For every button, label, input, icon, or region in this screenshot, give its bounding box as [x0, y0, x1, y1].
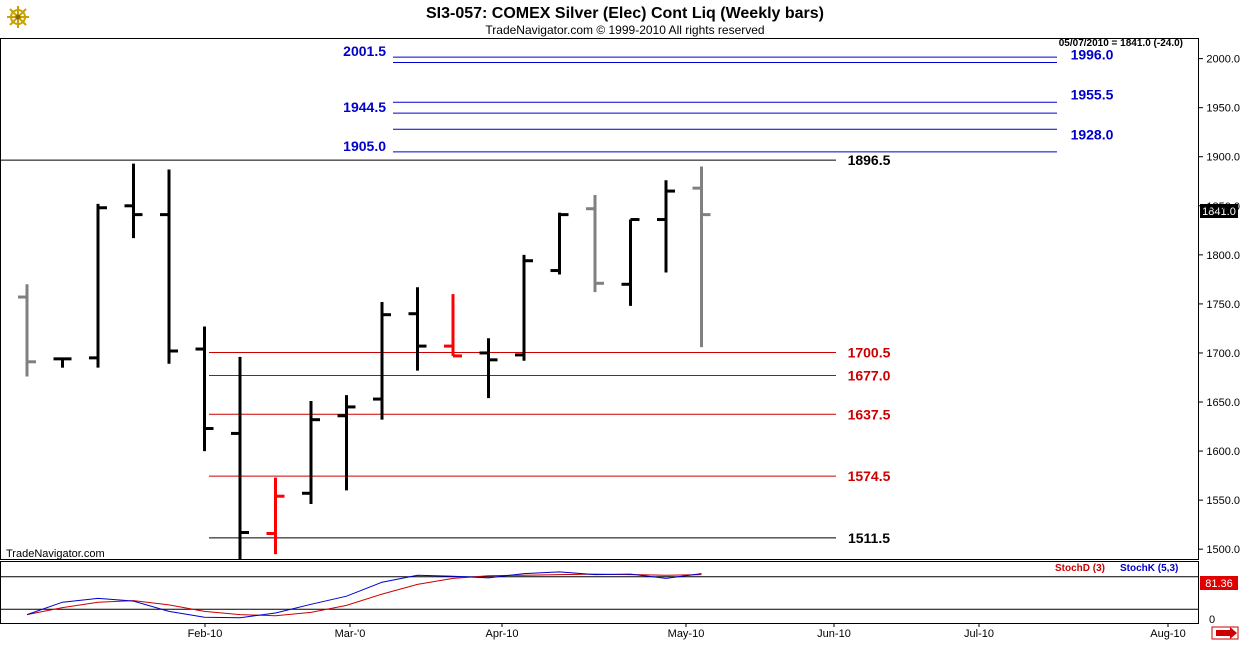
ohlc-bar — [231, 356, 249, 560]
ohlc-bar — [337, 395, 356, 491]
ohlc-bar — [550, 212, 569, 275]
ohlc-bar — [479, 338, 498, 399]
watermark: TradeNavigator.com — [6, 548, 105, 560]
copyright: TradeNavigator.com © 1999-2010 All right… — [485, 23, 764, 37]
level-label: 1996.0 — [1071, 47, 1114, 63]
x-tick-label: Aug-10 — [1150, 628, 1185, 640]
price-readout: 05/07/2010 = 1841.0 (-24.0) — [1059, 38, 1183, 49]
stoch-y-tick: 0 — [1209, 614, 1215, 626]
y-tick-label: 1550.0 — [1206, 495, 1240, 507]
level-label: 1511.5 — [848, 530, 890, 546]
x-tick-label: Mar-'0 — [335, 628, 366, 640]
ohlc-bar — [18, 284, 36, 377]
level-label: 1944.5 — [343, 99, 386, 115]
level-label: 1905.0 — [343, 138, 386, 154]
last-price-label: 1841.0 — [1202, 206, 1236, 218]
y-tick-label: 1950.0 — [1206, 103, 1240, 115]
x-tick-label: May-10 — [668, 628, 705, 640]
level-label: 1574.5 — [848, 468, 891, 484]
stoch-layer: 0 — [0, 571, 1215, 626]
level-label: 1637.5 — [848, 406, 891, 422]
y-tick-label: 1650.0 — [1206, 397, 1240, 409]
price-panel-frame — [0, 38, 1199, 560]
levels-layer: 2001.5 1996.0 1955.5 1944.5 1928.0 1905.0 1896… — [0, 43, 1114, 546]
ohlc-bar — [515, 254, 533, 361]
y-tick-label: 2000.0 — [1206, 54, 1240, 66]
level-label: 1955.5 — [1071, 86, 1114, 102]
ohlc-bar — [444, 294, 462, 358]
bars-layer — [18, 163, 711, 560]
y-tick-label: 1800.0 — [1206, 250, 1240, 262]
y-tick-label: 1500.0 — [1206, 544, 1240, 556]
axes-layer: 1500.0 1550.0 1600.0 1650.0 1700.0 1750.0 1800… — [188, 54, 1240, 640]
ohlc-bar — [195, 326, 214, 452]
ohlc-bar — [586, 195, 604, 293]
legend-stochd: StochD (3) — [1055, 563, 1105, 574]
x-tick-label: Jul-10 — [964, 628, 994, 640]
ohlc-bar — [373, 301, 391, 420]
ohlc-bar — [53, 357, 72, 368]
last-price-tag — [1200, 204, 1238, 218]
ohlc-bar — [621, 218, 640, 306]
x-tick-label: Feb-10 — [188, 628, 223, 640]
level-label: 1677.0 — [848, 368, 891, 384]
ohlc-bar — [89, 203, 107, 368]
stoch-value-label: 81.36 — [1205, 578, 1233, 590]
y-tick-label: 1700.0 — [1206, 348, 1240, 360]
ohlc-bar — [124, 163, 143, 239]
stoch-series-line — [26, 571, 702, 619]
ship-wheel-icon — [7, 6, 29, 28]
stoch-panel-frame — [0, 561, 1199, 624]
ohlc-bar — [657, 180, 675, 273]
ohlc-bar — [692, 166, 711, 348]
legend-stochk: StochK (5,3) — [1120, 563, 1178, 574]
ohlc-bar — [302, 401, 320, 505]
stoch-value-tag — [1200, 576, 1238, 590]
level-label: 1928.0 — [1071, 126, 1114, 142]
x-tick-label: Jun-10 — [817, 628, 851, 640]
arrow-right-icon[interactable] — [1211, 626, 1239, 640]
ohlc-bar — [160, 169, 178, 364]
ohlc-bar — [408, 287, 427, 371]
y-tick-label: 1850.0 — [1206, 201, 1240, 213]
level-label: 2001.5 — [343, 43, 386, 59]
level-label: 1896.5 — [848, 152, 891, 168]
ohlc-bar — [266, 477, 285, 555]
x-tick-label: Apr-10 — [485, 628, 518, 640]
y-tick-label: 1600.0 — [1206, 446, 1240, 458]
level-label: 1700.5 — [848, 344, 891, 360]
y-tick-label: 1900.0 — [1206, 152, 1240, 164]
chart-title: SI3-057: COMEX Silver (Elec) Cont Liq (W… — [426, 5, 824, 22]
y-tick-label: 1750.0 — [1206, 299, 1240, 311]
